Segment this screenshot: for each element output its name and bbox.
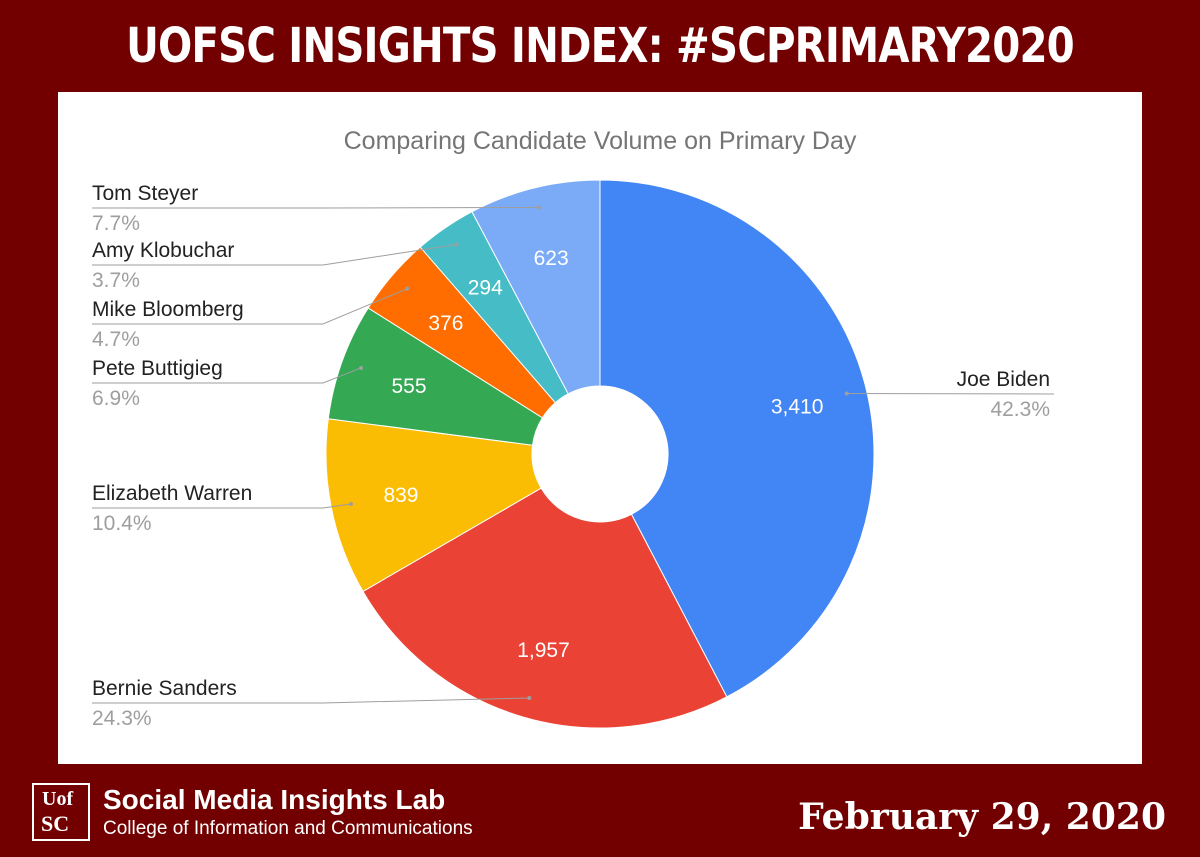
- value-label-amy-klobuchar: 294: [468, 277, 503, 300]
- name-label-amy-klobuchar: Amy Klobuchar: [92, 239, 234, 262]
- leader-line-joe-biden: [846, 392, 1055, 395]
- banner-title: UOFSC INSIGHTS INDEX: #SCPRIMARY2020: [126, 18, 1075, 74]
- leader-dot-bernie-sanders: [527, 695, 532, 700]
- value-label-joe-biden: 3,410: [771, 396, 824, 419]
- name-label-joe-biden: Joe Biden: [957, 368, 1050, 391]
- leader-dot-joe-biden: [844, 391, 849, 396]
- labels-group: 3,410 Joe Biden 42.3% 1,957 Bernie Sanders 24…: [92, 182, 1050, 730]
- lab-name: Social Media Insights Lab: [103, 784, 446, 815]
- percent-label-pete-buttigieg: 6.9%: [92, 387, 140, 410]
- chart-panel: Comparing Candidate Volume on Primary Da…: [58, 92, 1142, 764]
- value-label-elizabeth-warren: 839: [383, 484, 418, 507]
- name-label-bernie-sanders: Bernie Sanders: [92, 677, 237, 700]
- value-label-tom-steyer: 623: [534, 247, 569, 270]
- percent-label-joe-biden: 42.3%: [990, 398, 1050, 421]
- leader-lines-group: [92, 205, 1055, 704]
- leader-line-bernie-sanders: [92, 697, 530, 704]
- leader-line-mike-bloomberg: [92, 288, 408, 325]
- uofsc-logo: Uof SC: [32, 783, 90, 841]
- leader-dot-pete-buttigieg: [359, 365, 364, 370]
- chart-title: Comparing Candidate Volume on Primary Da…: [344, 127, 857, 155]
- percent-label-mike-bloomberg: 4.7%: [92, 328, 140, 351]
- leader-line-elizabeth-warren: [92, 503, 352, 509]
- name-label-mike-bloomberg: Mike Bloomberg: [92, 298, 244, 321]
- slice-joe-biden: [599, 179, 875, 698]
- name-label-elizabeth-warren: Elizabeth Warren: [92, 482, 252, 505]
- percent-label-tom-steyer: 7.7%: [92, 212, 140, 235]
- donut-chart: Comparing Candidate Volume on Primary Da…: [92, 127, 1055, 730]
- logo-text-top: Uof: [42, 788, 74, 810]
- value-label-bernie-sanders: 1,957: [517, 639, 570, 662]
- percent-label-bernie-sanders: 24.3%: [92, 707, 152, 730]
- lab-subtitle: College of Information and Communication…: [103, 818, 473, 839]
- leader-dot-tom-steyer: [536, 205, 541, 210]
- slice-bernie-sanders: [362, 487, 728, 729]
- value-label-mike-bloomberg: 376: [428, 312, 463, 335]
- leader-line-amy-klobuchar: [92, 243, 457, 266]
- leader-dot-amy-klobuchar: [454, 242, 459, 247]
- leader-line-tom-steyer: [92, 206, 539, 209]
- value-label-pete-buttigieg: 555: [391, 375, 426, 398]
- name-label-pete-buttigieg: Pete Buttigieg: [92, 357, 223, 380]
- logo-text-bottom: SC: [41, 811, 70, 836]
- leader-dot-elizabeth-warren: [348, 502, 353, 507]
- slices-group: [325, 179, 875, 729]
- name-label-tom-steyer: Tom Steyer: [92, 182, 198, 205]
- leader-line-pete-buttigieg: [92, 367, 362, 384]
- percent-label-elizabeth-warren: 10.4%: [92, 512, 152, 535]
- leader-dot-mike-bloomberg: [405, 286, 410, 291]
- slice-tom-steyer: [471, 179, 601, 395]
- percent-label-amy-klobuchar: 3.7%: [92, 269, 140, 292]
- date-label: February 29, 2020: [798, 796, 1166, 838]
- slice-elizabeth-warren: [325, 418, 542, 593]
